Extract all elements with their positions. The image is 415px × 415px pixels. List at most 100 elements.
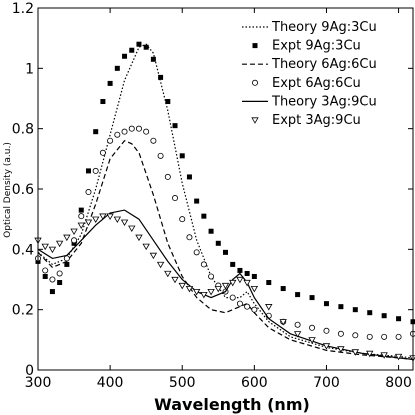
data-point: [192, 288, 201, 296]
legend-label: Theory 3Ag:9Cu: [271, 94, 377, 109]
data-point: [128, 125, 135, 132]
data-point: [279, 319, 287, 326]
y-tick-label: 0.8: [12, 122, 34, 138]
data-point: [323, 327, 330, 334]
data-point: [185, 285, 194, 293]
data-point: [309, 324, 316, 331]
data-point: [92, 167, 99, 174]
data-point: [85, 168, 91, 174]
data-point: [366, 333, 373, 340]
legend-label: Theory 9Ag:3Cu: [271, 20, 377, 35]
data-point: [250, 285, 259, 293]
data-point: [172, 123, 178, 129]
data-point: [186, 174, 192, 180]
data-point: [71, 237, 78, 244]
data-point: [381, 333, 388, 340]
data-point: [337, 346, 345, 353]
data-point: [78, 207, 84, 213]
data-point: [244, 270, 250, 276]
series-3: [37, 139, 414, 360]
data-point: [71, 240, 77, 246]
data-point: [136, 41, 142, 47]
data-point: [57, 280, 63, 286]
data-point: [229, 294, 236, 301]
data-point: [293, 331, 302, 338]
data-point: [128, 225, 136, 233]
data-point: [322, 343, 331, 350]
data-point: [150, 137, 157, 144]
data-point: [352, 332, 359, 339]
data-point: [85, 189, 92, 196]
data-point: [208, 228, 214, 234]
y-tick-label: 0: [25, 363, 34, 379]
data-point: [143, 44, 149, 50]
series-layer: [34, 41, 415, 362]
data-point: [157, 152, 164, 159]
x-tick-label: 800: [385, 375, 412, 391]
data-point: [142, 243, 150, 251]
data-point: [243, 279, 251, 287]
data-point: [394, 353, 403, 361]
y-tick-label: 1: [25, 61, 34, 77]
data-point: [186, 234, 193, 241]
data-point: [63, 255, 70, 262]
data-point: [251, 273, 257, 279]
data-point: [367, 310, 373, 316]
x-tick-label: 300: [25, 375, 52, 391]
data-point: [55, 240, 64, 248]
data-point: [179, 216, 186, 223]
data-point: [295, 292, 301, 298]
data-point: [121, 128, 128, 135]
legend-label: Expt 6Ag:6Cu: [272, 76, 361, 91]
x-tick-label: 500: [169, 375, 196, 391]
data-point: [194, 198, 200, 204]
x-tick-label: 400: [97, 375, 124, 391]
data-point: [48, 246, 57, 254]
y-tick-label: 1.2: [12, 1, 34, 17]
series-2: [35, 41, 415, 325]
data-point: [99, 213, 107, 220]
data-point: [171, 276, 179, 284]
data-point: [41, 243, 49, 251]
data-point: [236, 276, 244, 284]
data-point: [280, 286, 286, 292]
data-point: [229, 279, 237, 287]
data-point: [308, 337, 316, 344]
data-point: [221, 282, 230, 290]
x-tick-label: 600: [241, 375, 268, 391]
data-point: [395, 333, 402, 340]
data-point: [164, 270, 172, 278]
data-point: [200, 261, 207, 268]
data-point: [120, 219, 129, 226]
data-point: [91, 216, 100, 223]
data-point: [215, 240, 221, 246]
legend-item: Theory 9Ag:3Cu: [242, 20, 377, 35]
data-point: [113, 216, 122, 223]
legend-item: Theory 3Ag:9Cu: [242, 94, 377, 109]
data-point: [352, 307, 358, 313]
legend-swatch: [252, 43, 258, 49]
data-point: [143, 128, 150, 135]
data-point: [84, 219, 93, 226]
y-tick-label: 0.2: [12, 303, 34, 319]
data-point: [396, 316, 402, 322]
legend-swatch: [251, 79, 258, 86]
data-point: [193, 249, 200, 256]
data-point: [77, 222, 85, 230]
series-line: [37, 43, 414, 359]
data-point: [337, 330, 344, 337]
data-point: [164, 173, 171, 180]
data-point: [380, 352, 388, 359]
data-point: [366, 350, 374, 358]
data-point: [381, 313, 387, 319]
data-point: [223, 249, 228, 255]
legend: Theory 9Ag:3Cu Expt 9Ag:3Cu Theory 6Ag:6Cu…: [242, 20, 377, 128]
data-point: [165, 99, 171, 105]
y-axis-label: Optical Density (a.u.): [3, 142, 13, 238]
series-1: [37, 43, 414, 359]
x-tick-label: 700: [313, 375, 340, 391]
data-point: [323, 301, 329, 307]
data-point: [150, 56, 156, 62]
legend-item: Expt 3Ag:9Cu: [251, 113, 361, 128]
